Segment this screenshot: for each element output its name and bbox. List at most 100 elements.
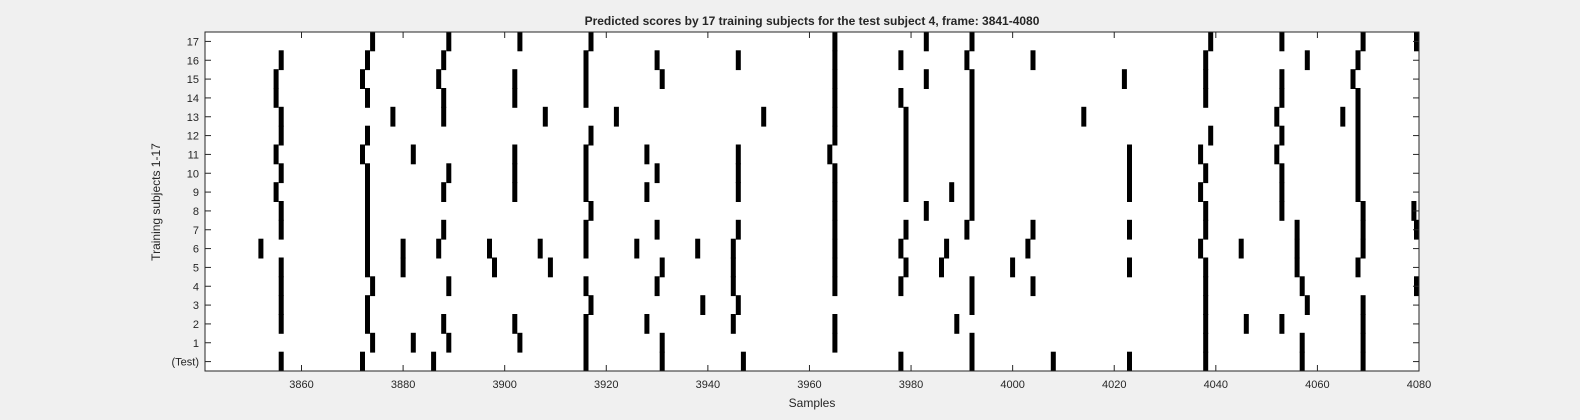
event-mark — [659, 69, 665, 89]
event-mark — [1030, 219, 1036, 240]
event-mark — [1279, 69, 1285, 89]
event-mark — [735, 50, 741, 71]
event-mark — [832, 238, 838, 259]
event-mark — [832, 276, 838, 297]
event-mark — [898, 88, 904, 108]
event-mark — [365, 182, 370, 202]
event-mark — [583, 163, 589, 184]
event-mark — [1360, 332, 1366, 353]
event-mark — [832, 125, 838, 146]
y-tick-label: 3 — [193, 300, 199, 312]
x-tick-label: 4000 — [1000, 379, 1024, 391]
event-mark — [949, 182, 955, 202]
event-mark — [1299, 351, 1305, 372]
event-mark — [273, 182, 279, 202]
event-mark — [969, 332, 975, 353]
event-mark — [1279, 125, 1285, 146]
x-tick-label: 3940 — [696, 379, 720, 391]
event-mark — [1279, 201, 1285, 221]
event-mark — [512, 314, 518, 334]
event-mark — [1198, 182, 1204, 202]
event-mark — [441, 182, 447, 202]
event-mark — [365, 163, 370, 184]
event-mark — [512, 69, 518, 89]
event-mark — [1010, 257, 1016, 278]
event-mark — [583, 332, 589, 353]
event-mark — [370, 31, 376, 52]
event-mark — [659, 351, 665, 372]
event-mark — [654, 276, 660, 297]
event-mark — [939, 257, 944, 278]
event-mark — [365, 238, 370, 259]
x-tick-label: 4080 — [1407, 379, 1431, 391]
event-mark — [278, 314, 284, 334]
x-tick-label: 4040 — [1204, 379, 1228, 391]
event-mark — [492, 257, 497, 278]
event-mark — [700, 295, 706, 315]
y-tick-label: 6 — [193, 244, 199, 256]
event-mark — [1279, 182, 1285, 202]
event-mark — [1025, 238, 1031, 259]
event-mark — [832, 31, 838, 52]
x-tick-label: 3960 — [797, 379, 821, 391]
event-mark — [1360, 238, 1366, 259]
x-tick-label: 3880 — [391, 379, 415, 391]
event-mark — [365, 125, 370, 146]
x-tick-label: 4020 — [1102, 379, 1126, 391]
event-mark — [903, 163, 909, 184]
event-mark — [512, 182, 518, 202]
event-mark — [832, 257, 838, 278]
event-mark — [832, 219, 838, 240]
y-tick-label: 4 — [193, 281, 199, 293]
event-mark — [1294, 219, 1300, 240]
event-mark — [1203, 201, 1209, 221]
event-mark — [964, 50, 970, 71]
event-mark — [278, 50, 284, 71]
event-mark — [969, 295, 975, 315]
event-mark — [832, 88, 838, 108]
event-mark — [1299, 332, 1305, 353]
plot-frame — [204, 31, 1420, 372]
event-mark — [1360, 295, 1366, 315]
event-mark — [365, 201, 370, 221]
event-mark — [441, 50, 447, 71]
event-mark — [832, 182, 838, 202]
event-mark — [360, 69, 365, 89]
event-mark — [923, 69, 929, 89]
event-mark — [278, 351, 284, 372]
event-mark — [1203, 88, 1209, 108]
event-mark — [1203, 276, 1209, 297]
event-mark — [583, 182, 589, 202]
event-mark — [761, 106, 767, 127]
y-tick-label: 5 — [193, 262, 199, 274]
event-mark — [827, 144, 833, 165]
event-mark — [1304, 295, 1310, 315]
event-mark — [1127, 257, 1132, 278]
event-mark — [441, 219, 447, 240]
event-mark — [903, 257, 909, 278]
event-mark — [273, 69, 279, 89]
event-mark — [410, 332, 416, 353]
event-mark — [903, 144, 909, 165]
event-mark — [969, 88, 975, 108]
event-mark — [1203, 351, 1209, 372]
event-mark — [969, 182, 975, 202]
event-mark — [969, 125, 975, 146]
event-mark — [517, 31, 523, 52]
event-mark — [1121, 69, 1127, 89]
event-mark — [1279, 163, 1285, 184]
event-mark — [278, 201, 284, 221]
y-tick-label: 11 — [188, 149, 199, 161]
event-mark — [654, 50, 660, 71]
event-mark — [644, 314, 650, 334]
event-mark — [944, 238, 950, 259]
event-mark — [923, 201, 929, 221]
event-mark — [644, 182, 650, 202]
event-mark — [659, 332, 665, 353]
event-mark — [583, 351, 589, 372]
event-mark — [583, 144, 589, 165]
event-mark — [1127, 144, 1132, 165]
event-mark — [365, 50, 370, 71]
event-mark — [898, 238, 904, 259]
y-axis-label: Training subjects 1-17 — [149, 143, 163, 261]
